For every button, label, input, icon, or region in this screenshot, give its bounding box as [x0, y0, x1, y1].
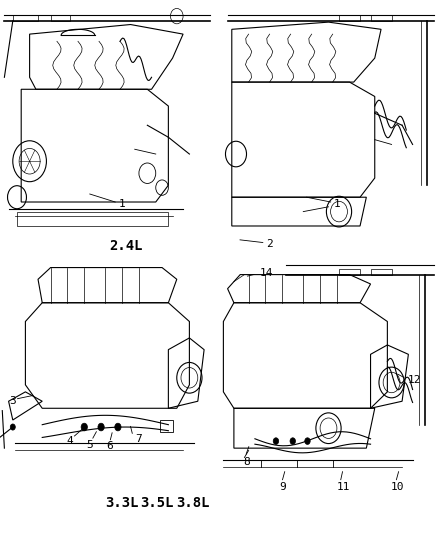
Text: 14: 14	[260, 268, 273, 278]
Bar	[371, 15, 392, 21]
Text: 10: 10	[391, 482, 405, 491]
Circle shape	[81, 423, 88, 431]
Text: 2.4L: 2.4L	[110, 239, 143, 253]
Circle shape	[98, 423, 104, 431]
Text: 5: 5	[87, 440, 93, 449]
Bar	[13, 15, 38, 21]
Circle shape	[115, 423, 121, 431]
Circle shape	[305, 438, 310, 445]
Text: 12: 12	[407, 375, 421, 385]
Text: 1: 1	[334, 199, 340, 208]
Bar	[371, 269, 392, 274]
Bar	[160, 420, 173, 432]
Bar	[17, 212, 168, 226]
Text: 4: 4	[67, 437, 73, 446]
Bar	[339, 15, 360, 21]
Bar	[339, 269, 360, 274]
Text: 7: 7	[135, 434, 141, 444]
Text: 2: 2	[266, 239, 272, 249]
Text: 6: 6	[106, 441, 113, 450]
Text: 8: 8	[244, 457, 250, 466]
Text: 9: 9	[279, 482, 286, 491]
Text: 3.8L: 3.8L	[176, 496, 209, 510]
Circle shape	[10, 424, 15, 430]
Text: 1: 1	[118, 199, 125, 208]
Text: 3.5L: 3.5L	[140, 496, 173, 510]
Circle shape	[290, 438, 296, 445]
Text: 3: 3	[9, 396, 15, 406]
Bar	[51, 15, 70, 21]
Text: 11: 11	[336, 482, 350, 491]
Text: 3.3L: 3.3L	[105, 496, 138, 510]
Circle shape	[273, 438, 279, 445]
